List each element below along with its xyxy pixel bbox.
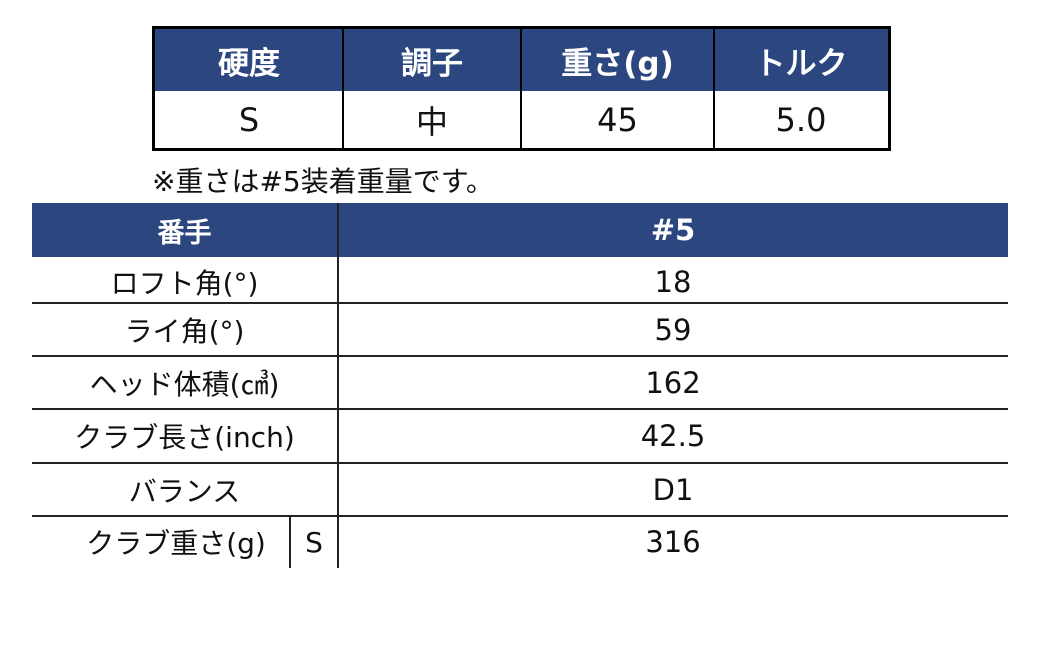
row-value-head-volume: 162 <box>645 365 701 400</box>
value-flex-point: 中 <box>415 102 448 141</box>
header-flex-point: 調子 <box>343 29 521 91</box>
row-value-club-length: 42.5 <box>640 418 706 453</box>
weight-note: ※重さは#5装着重量です。 <box>152 165 494 198</box>
header-club-number-value: #5 <box>338 203 1008 257</box>
row-label-head-volume: ヘッド体積(㎤) <box>89 367 280 401</box>
row-value-balance: D1 <box>652 472 694 507</box>
header-torque: トルク <box>714 29 888 91</box>
header-weight: 重さ(g) <box>521 29 714 91</box>
row-label-club-length: クラブ長さ(inch) <box>74 420 295 454</box>
row-sub-flex: S <box>305 525 323 559</box>
row-value-lie: 59 <box>654 312 692 347</box>
row-value-club-weight: 316 <box>645 525 701 559</box>
row-label-club-weight: クラブ重さ(g) <box>86 527 266 560</box>
header-hardness: 硬度 <box>155 29 343 91</box>
row-label-balance: バランス <box>128 474 241 508</box>
row-label-lie: ライ角(°) <box>124 314 245 348</box>
spec-table: 硬度 調子 重さ(g) トルク S 中 45 5.0 <box>152 26 891 151</box>
value-weight: 45 <box>597 100 638 139</box>
header-club-number: 番手 <box>32 203 337 257</box>
value-torque: 5.0 <box>775 100 827 139</box>
row-value-loft: 18 <box>654 265 692 299</box>
value-hardness: S <box>238 100 260 139</box>
row-label-loft: ロフト角(°) <box>110 267 259 300</box>
